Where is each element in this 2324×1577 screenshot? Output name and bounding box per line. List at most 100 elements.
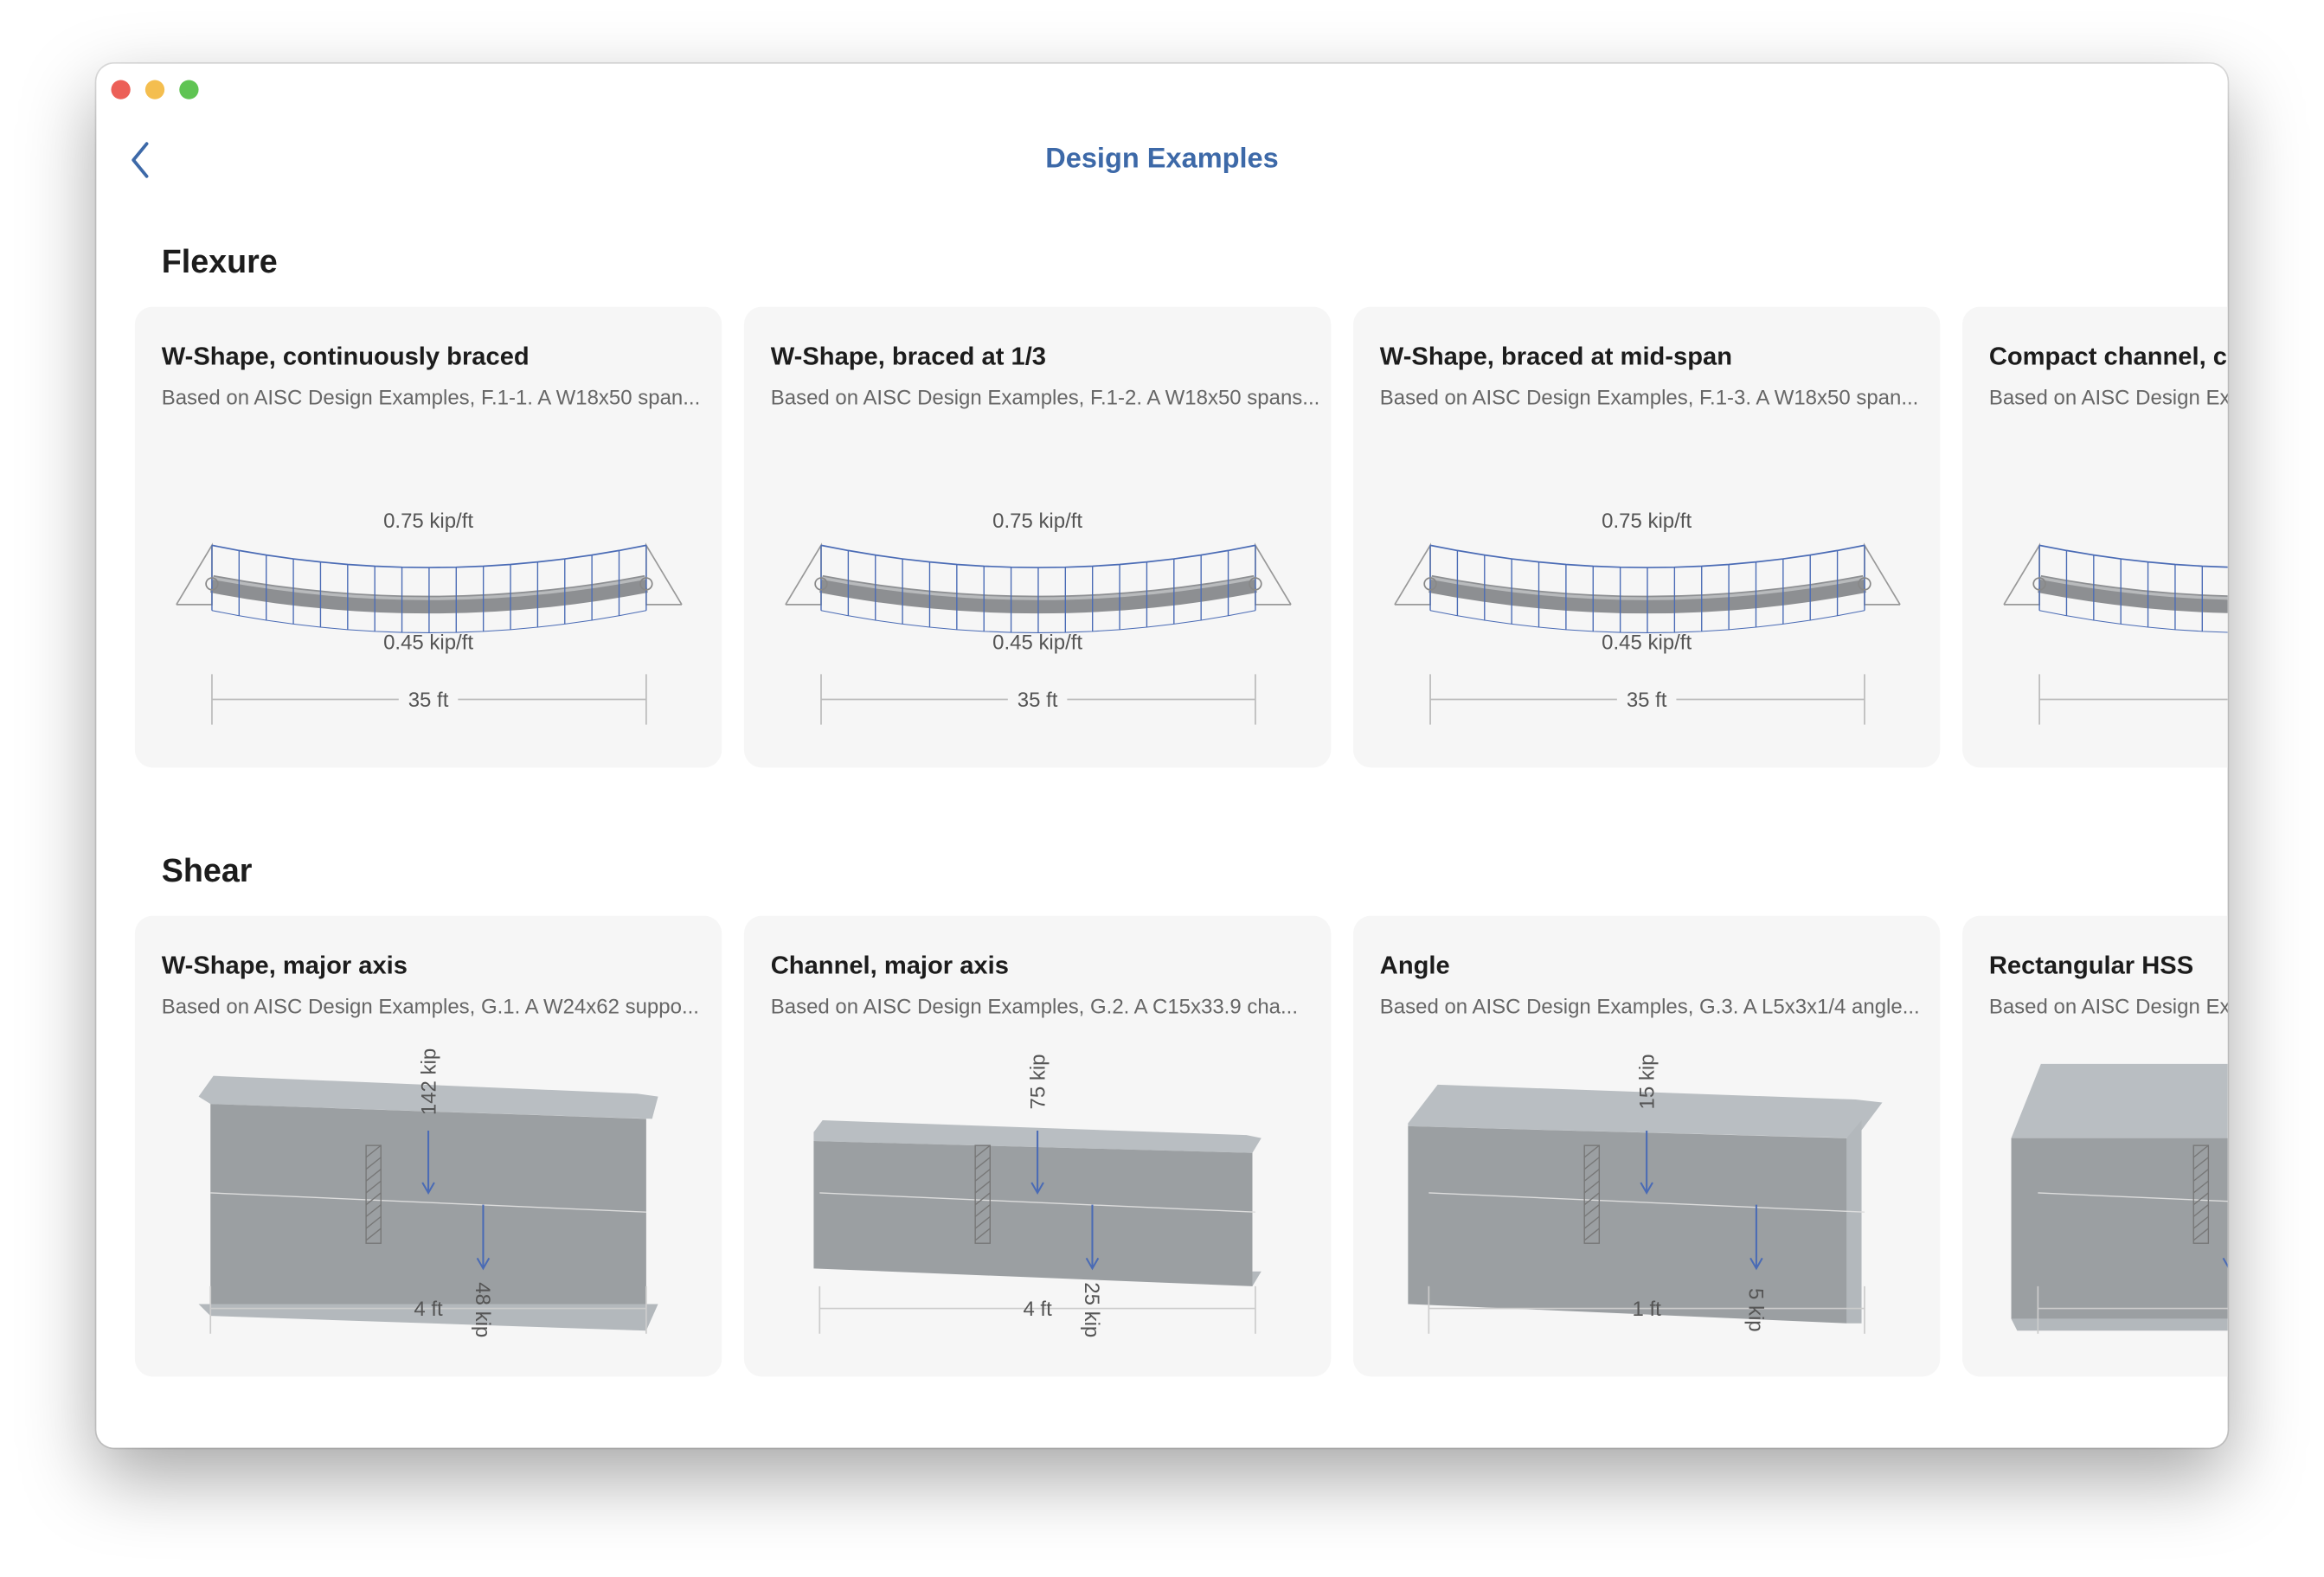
load-top [820, 544, 1256, 568]
beam [2038, 574, 2228, 613]
web [1408, 1125, 1847, 1324]
support [1864, 542, 1901, 606]
hatch-line [974, 1157, 991, 1170]
pin [1858, 577, 1871, 591]
example-card[interactable]: Compact channel, co Based on AISC Design … [1962, 306, 2228, 768]
diagram [2011, 1063, 2228, 1334]
example-card[interactable]: 0.75 kip/ft 0.45 kip/ft 35 ft W-Shape, cont… [134, 306, 722, 768]
force-label: 142 kip [418, 1048, 441, 1115]
hatch [1583, 1144, 1601, 1244]
diagram: 75 kip 25 kip 4 ft [813, 1055, 1262, 1337]
arrow-head [1749, 1257, 1763, 1271]
span-label: 4 ft [414, 1298, 443, 1321]
example-card[interactable]: 0.75 kip/ft 0.45 kip/ft 35 ft W-Shape, brac… [743, 306, 1332, 768]
card-title: W-Shape, major axis [161, 951, 408, 980]
flange [198, 1075, 658, 1119]
card-title: Channel, major axis [770, 951, 1009, 980]
section-title: Flexure [161, 242, 278, 280]
hatch-line [974, 1228, 991, 1241]
load-top [1429, 544, 1865, 568]
zoom-button[interactable] [179, 80, 199, 99]
hatch-line [1583, 1169, 1600, 1182]
card-subtitle: Based on AISC Design Examples, F.1-3. A … [1379, 385, 1919, 409]
hatch-line [365, 1228, 382, 1241]
flange [1408, 1084, 1883, 1138]
load-bottom [211, 610, 646, 633]
support [1255, 542, 1292, 606]
example-card[interactable]: 0.75 kip/ft 0.45 kip/ft 35 ft W-Shape, brac… [1352, 306, 1941, 768]
card-title: W-Shape, braced at mid-span [1379, 342, 1732, 371]
arrow-head [421, 1182, 435, 1196]
arrow-head [476, 1257, 491, 1271]
span-label: 35 ft [408, 689, 449, 712]
flange [198, 1304, 658, 1331]
beam-edge [2038, 576, 2228, 600]
load-bottom [2038, 610, 2228, 633]
hatch-line [2192, 1204, 2209, 1217]
flange [1846, 1120, 1862, 1324]
support [1394, 542, 1431, 606]
label-bg [1007, 686, 1068, 713]
hatch [365, 1144, 382, 1244]
example-card[interactable]: 15 kip 5 kip 1 ft Angle Based on AISC Design… [1352, 915, 1941, 1377]
pin [639, 577, 653, 591]
card-subtitle: Based on AISC Design Examples, F.1-1. A … [161, 385, 701, 409]
hatch-line [974, 1169, 991, 1182]
window: Design Examples Flexure 0.75 kip/ft 0.45 k… [96, 63, 2228, 1448]
load-bottom [820, 610, 1256, 633]
hatch-line [2192, 1215, 2209, 1229]
card-subtitle: Based on AISC Design Ex [1988, 994, 2228, 1018]
example-card[interactable]: Rectangular HSS Based on AISC Design Ex [1962, 915, 2228, 1377]
load-label: 0.75 kip/ft [1602, 510, 1692, 533]
span-label: 1 ft [1632, 1298, 1661, 1321]
load-label: 0.45 kip/ft [992, 631, 1082, 654]
arrow-head [1085, 1257, 1100, 1271]
nav-title: Design Examples [1045, 144, 1279, 176]
force-label: 75 kip [1027, 1055, 1050, 1110]
arrow-head [2222, 1257, 2228, 1268]
hatch-line [365, 1157, 382, 1170]
hatch-line [1583, 1204, 1600, 1217]
example-card[interactable]: 142 kip 48 kip 4 ft W-Shape, major axis Base… [134, 915, 722, 1377]
load-label: 0.45 kip/ft [383, 631, 473, 654]
hatch-line [974, 1215, 991, 1229]
hatch-line [974, 1192, 991, 1206]
hatch-line [365, 1144, 382, 1158]
diagram: 0.75 kip/ft 0.45 kip/ft 35 ft [176, 510, 683, 725]
diagram: 15 kip 5 kip 1 ft [1408, 1055, 1883, 1334]
hatch-line [365, 1215, 382, 1229]
diagram [2003, 542, 2228, 725]
hatch-line [1583, 1215, 1600, 1229]
minimize-button[interactable] [144, 80, 165, 99]
pin [1249, 577, 1262, 591]
hatch-line [1583, 1157, 1600, 1170]
hatch-line [2192, 1144, 2209, 1158]
force-label: 15 kip [1636, 1055, 1660, 1110]
arrow-head [1640, 1182, 1653, 1196]
card-title: W-Shape, continuously braced [161, 342, 530, 371]
arrow-head [1030, 1182, 1044, 1196]
pin [205, 577, 219, 591]
example-card[interactable]: 75 kip 25 kip 4 ft Channel, major axis Based… [743, 915, 1332, 1377]
card-subtitle: Based on AISC Design Examples, G.2. A C1… [770, 994, 1298, 1018]
hatch-line [365, 1180, 382, 1194]
load-bottom [1429, 610, 1865, 633]
label-bg [1616, 686, 1677, 713]
card-subtitle: Based on AISC Design Examples, G.3. A L5… [1379, 994, 1920, 1018]
flange [2011, 1063, 2228, 1138]
diagram: 0.75 kip/ft 0.45 kip/ft 35 ft [785, 510, 1292, 725]
label-bg [398, 686, 459, 713]
hatch [2192, 1144, 2210, 1244]
hatch-line [974, 1204, 991, 1217]
hatch-line [1583, 1228, 1600, 1241]
load-label: 0.75 kip/ft [383, 510, 473, 533]
force-label: 48 kip [471, 1282, 494, 1337]
card-title: Rectangular HSS [1988, 951, 2194, 980]
web [2011, 1138, 2228, 1319]
web [210, 1104, 646, 1305]
close-button[interactable] [111, 80, 131, 99]
flange [2011, 1318, 2228, 1331]
back-button[interactable] [129, 141, 152, 180]
web [813, 1141, 1253, 1286]
